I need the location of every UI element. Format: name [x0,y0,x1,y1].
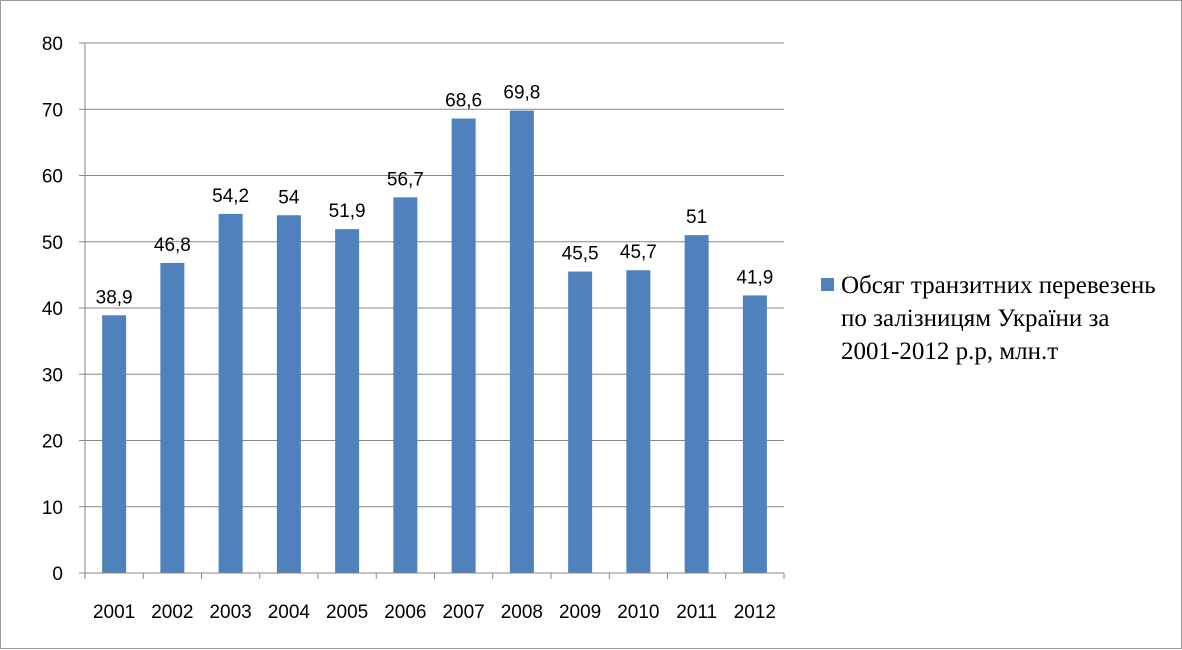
bar [218,213,243,574]
gridlines [85,42,784,508]
y-tick-label: 0 [52,564,63,585]
x-tick-label: 2004 [268,602,311,623]
bar [276,215,301,573]
x-tick-label: 2005 [326,602,368,623]
data-label: 69,8 [503,83,540,104]
data-label: 38,9 [96,287,133,308]
x-tick-label: 2001 [93,602,135,623]
bar [451,118,476,574]
x-tick-label: 2002 [151,602,193,623]
data-label: 51,9 [329,201,366,222]
bar [102,315,127,573]
legend-label: Обсяг транзитних перевезень по залізниця… [841,272,1156,365]
legend-swatch [821,278,834,291]
bars [102,110,767,574]
data-label: 51 [686,207,707,228]
data-label: 45,5 [562,244,599,265]
bar [160,262,185,573]
x-tick-label: 2006 [384,602,426,623]
bar [568,271,593,573]
legend: Обсяг транзитних перевезень по залізниця… [821,269,1171,368]
x-tick-label: 2009 [559,602,601,623]
bar [335,229,360,573]
data-label: 54 [278,187,300,208]
y-tick-label: 60 [42,167,63,188]
axes: 0 10 20 30 40 50 60 70 80 2001 2002 2003 2004 2005 200… [42,34,785,623]
x-tick-label: 2003 [209,602,251,623]
x-tick-label: 2007 [442,602,484,623]
y-tick-label: 40 [42,299,63,320]
data-label: 45,7 [620,242,657,263]
data-label: 68,6 [445,91,482,112]
y-tick-label: 50 [42,233,63,254]
data-label: 56,7 [387,169,424,190]
bar [626,270,651,573]
y-tick-label: 70 [42,100,63,121]
x-tick-label: 2010 [617,602,659,623]
y-tick-label: 20 [42,432,63,453]
data-label: 54,2 [212,186,249,207]
x-tick-label: 2011 [676,602,717,623]
y-tick-label: 80 [42,34,63,55]
data-label: 41,9 [736,267,773,288]
bar [509,110,534,573]
bar [684,235,709,573]
data-label: 46,8 [154,235,191,256]
data-labels: 38,9 46,8 54,2 54 51,9 56,7 68,6 69,8 45,5 45,7 51… [96,83,774,309]
y-tick-label: 10 [42,498,63,519]
bar [393,197,418,574]
x-tick-label: 2012 [734,602,776,623]
bar [742,295,767,573]
y-tick-label: 30 [42,365,63,386]
x-tick-label: 2008 [501,602,543,623]
